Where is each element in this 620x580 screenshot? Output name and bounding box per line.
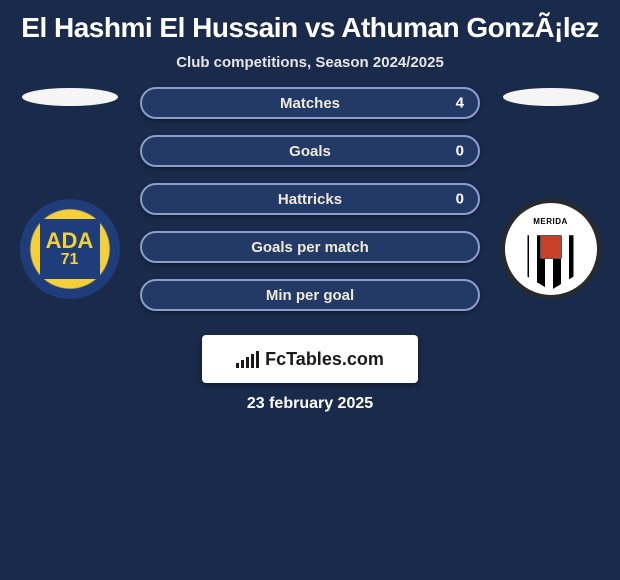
stat-row-min-per-goal: Min per goal bbox=[140, 279, 480, 311]
club-badge-left: ADA 71 bbox=[20, 199, 120, 299]
badge-left-top: ADA bbox=[46, 230, 94, 252]
badge-left-bottom: 71 bbox=[61, 252, 79, 268]
badge-right-text: MERIDA bbox=[515, 213, 587, 229]
club-badge-right: MERIDA bbox=[501, 199, 601, 299]
bars-icon bbox=[236, 350, 259, 368]
player-left: ADA 71 bbox=[17, 79, 122, 299]
stat-row-matches: Matches 4 bbox=[140, 87, 480, 119]
stat-value: 4 bbox=[456, 95, 464, 112]
stat-label: Goals bbox=[289, 143, 331, 160]
stat-bars: Matches 4 Goals 0 Hattricks 0 Goals per … bbox=[140, 87, 480, 311]
stat-label: Min per goal bbox=[266, 287, 354, 304]
logo-text: FcTables.com bbox=[265, 349, 384, 370]
stat-row-goals: Goals 0 bbox=[140, 135, 480, 167]
stat-value: 0 bbox=[456, 143, 464, 160]
stat-value: 0 bbox=[456, 191, 464, 208]
stat-label: Matches bbox=[280, 95, 340, 112]
stat-label: Goals per match bbox=[251, 239, 369, 256]
page-title: El Hashmi El Hussain vs Athuman GonzÃ¡le… bbox=[0, 0, 620, 50]
badge-right-crest bbox=[540, 235, 562, 259]
player-right: MERIDA bbox=[498, 79, 603, 299]
site-logo[interactable]: FcTables.com bbox=[202, 335, 418, 383]
badge-left-text: ADA 71 bbox=[40, 219, 100, 279]
footer-date: 23 february 2025 bbox=[0, 389, 620, 431]
stat-label: Hattricks bbox=[278, 191, 342, 208]
stat-row-goals-per-match: Goals per match bbox=[140, 231, 480, 263]
comparison-row: ADA 71 Matches 4 Goals 0 Hattricks 0 Goa… bbox=[0, 83, 620, 319]
stat-row-hattricks: Hattricks 0 bbox=[140, 183, 480, 215]
